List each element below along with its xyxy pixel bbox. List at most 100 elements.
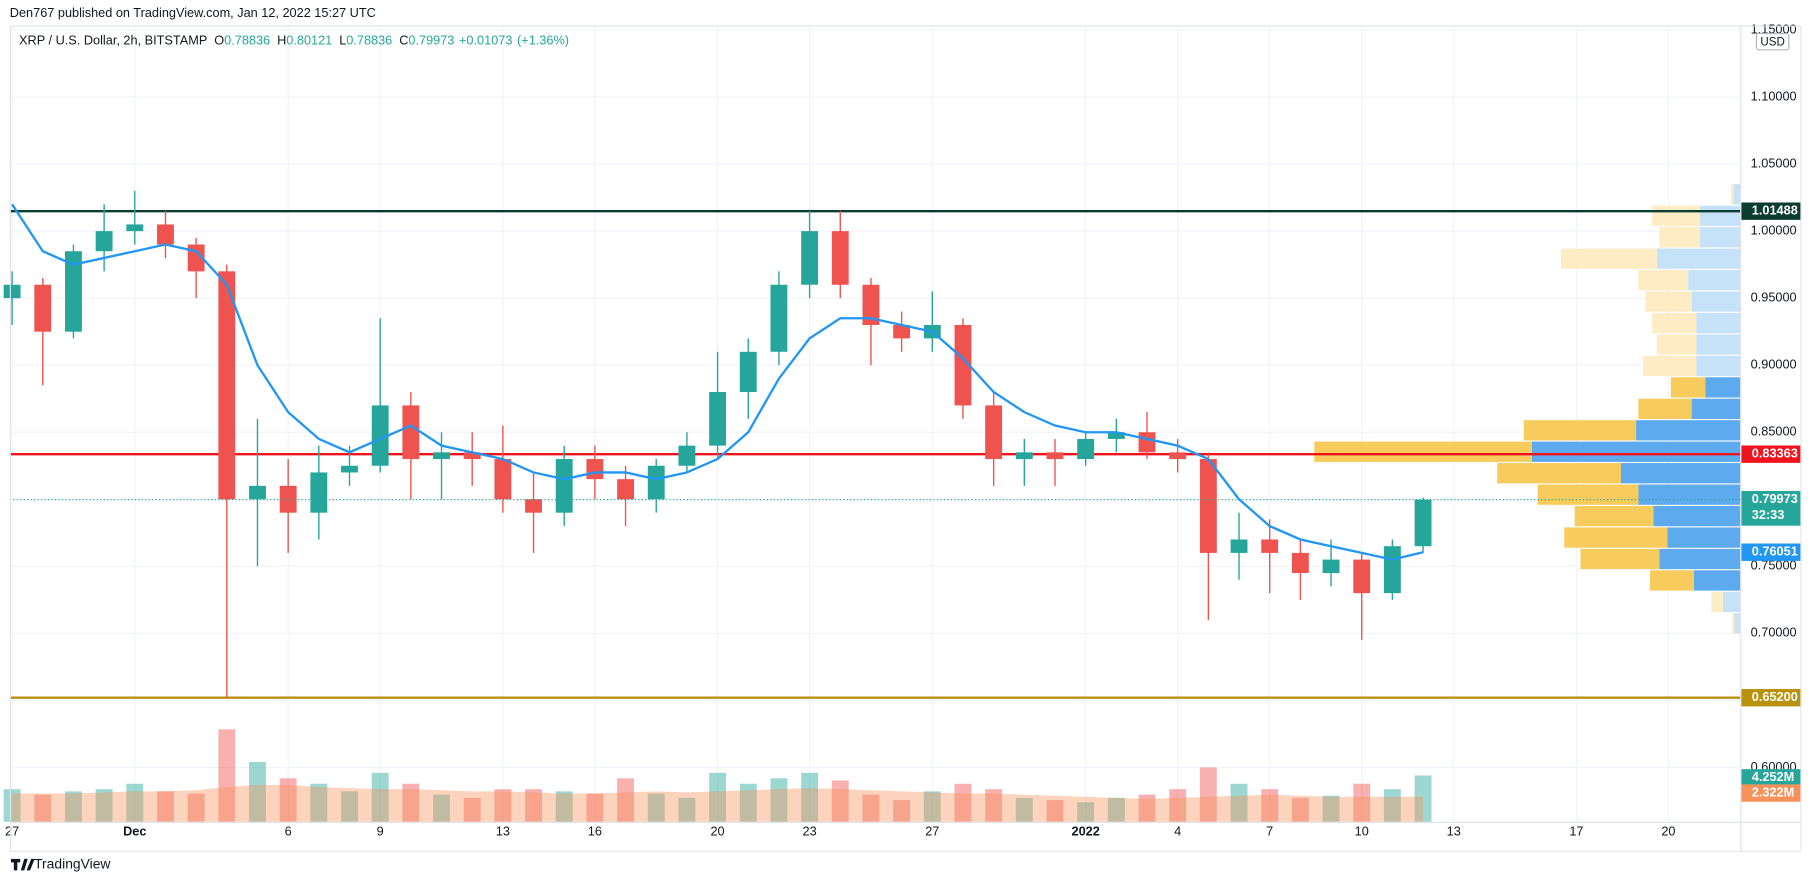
- ohlc-value: 0.78836: [346, 33, 392, 48]
- level-tag-box: [1741, 202, 1801, 220]
- ohlc-value: 0.78836: [224, 33, 270, 48]
- volume-bar: [831, 780, 849, 822]
- level-tag: 1.01488: [1752, 203, 1798, 218]
- candle-body: [678, 445, 696, 466]
- candle-body: [157, 224, 174, 245]
- candle-body: [1046, 452, 1064, 460]
- candle-body: [525, 499, 542, 513]
- change-percent: (+1.36%): [517, 33, 569, 48]
- ohlc-letter: L: [339, 33, 346, 48]
- y-tick-label: 0.90000: [1751, 357, 1797, 372]
- profile-down: [1537, 484, 1639, 505]
- profile-up: [1659, 548, 1741, 570]
- volume-ma-tag-box: [1741, 784, 1801, 802]
- volume-bar: [1138, 794, 1156, 822]
- candle-body: [1383, 546, 1401, 594]
- candle-body: [65, 251, 82, 332]
- volume-tag: 4.252M: [1752, 769, 1794, 784]
- volume-bar: [187, 793, 205, 822]
- currency[interactable]: USD: [1760, 36, 1784, 48]
- volume-bar: [617, 778, 634, 822]
- volume-ma-area: [12, 784, 1424, 822]
- currency-box[interactable]: [1755, 32, 1790, 51]
- volume-bar: [647, 793, 665, 822]
- x-tick-label: 4: [1174, 824, 1181, 839]
- y-tick-label: 0.70000: [1751, 625, 1797, 640]
- ohlc-value: 0.79973: [408, 33, 454, 48]
- candle-body: [647, 465, 665, 500]
- volume-bar: [433, 794, 450, 822]
- ohlc-letter: C: [399, 33, 408, 48]
- current-price-tag-box: [1741, 490, 1801, 526]
- candle-body: [341, 465, 358, 473]
- candle-body: [463, 452, 481, 460]
- profile-down: [1649, 570, 1694, 591]
- brand-icon: [10, 858, 35, 871]
- candle-body: [1169, 452, 1187, 460]
- candle-body: [433, 452, 450, 460]
- y-tick-label: 1.15000: [1751, 21, 1797, 36]
- profile-down: [1656, 334, 1697, 355]
- volume-bar: [739, 783, 757, 822]
- profile-up: [1621, 463, 1741, 484]
- profile-up: [1691, 398, 1741, 420]
- profile-down: [1645, 291, 1692, 312]
- volume-bar: [310, 783, 328, 822]
- level-tag: 0.65200: [1752, 689, 1798, 704]
- volume-bar: [34, 794, 52, 822]
- brand-logo: TradingView: [10, 855, 111, 871]
- x-tick-label: Dec: [123, 824, 146, 839]
- x-tick-label: 7: [1266, 824, 1273, 839]
- volume-bar: [1353, 783, 1371, 822]
- volume-bar: [157, 791, 174, 822]
- ohlc-letter: O: [214, 33, 224, 48]
- x-tick-label: 6: [285, 824, 292, 839]
- volume-bar: [1169, 789, 1187, 822]
- volume-bar: [801, 772, 819, 822]
- profile-up: [1734, 613, 1741, 634]
- profile-down: [1730, 184, 1734, 205]
- volume-bar: [65, 791, 82, 822]
- volume: [3, 729, 1432, 822]
- y-tick-label: 1.00000: [1751, 222, 1797, 237]
- profile-up: [1667, 527, 1741, 548]
- x-tick-label: 13: [1447, 824, 1461, 839]
- profile-down: [1560, 248, 1657, 269]
- candle-body: [1015, 452, 1033, 460]
- countdown: 32:33: [1752, 507, 1785, 522]
- y-tick-label: 0.95000: [1751, 290, 1797, 305]
- volume-bar: [923, 791, 941, 822]
- volume-bar: [1383, 789, 1401, 822]
- brand: TradingView: [34, 855, 111, 871]
- level-tag-box: [1741, 445, 1801, 463]
- volume-bar: [463, 797, 481, 822]
- profile-up: [1653, 505, 1741, 527]
- profile-up: [1696, 312, 1741, 334]
- candle-body: [494, 459, 512, 500]
- candle-body: [586, 459, 604, 480]
- candle-body: [95, 231, 113, 252]
- volume-bar: [249, 761, 266, 822]
- x-tick-label: 27: [925, 824, 939, 839]
- volume-bar: [770, 778, 788, 822]
- profile-down: [1659, 227, 1700, 248]
- volume-bar: [1414, 775, 1432, 822]
- x-tick-label: 13: [496, 824, 510, 839]
- profile-down: [1523, 420, 1637, 441]
- volume-bar: [341, 791, 358, 822]
- profile-down: [1638, 398, 1692, 420]
- profile-up: [1699, 227, 1741, 248]
- current-price-tag: 0.79973: [1752, 491, 1798, 506]
- volume-bar: [525, 789, 542, 822]
- volume-bar: [1291, 797, 1309, 822]
- profile-down: [1574, 505, 1654, 527]
- volume-bar: [985, 789, 1003, 822]
- candle-body: [1414, 499, 1432, 547]
- volume-tag-box: [1741, 769, 1801, 787]
- volume-bar: [1261, 789, 1279, 822]
- x-tick-label: 17: [1569, 824, 1583, 839]
- volume-bar: [893, 800, 911, 822]
